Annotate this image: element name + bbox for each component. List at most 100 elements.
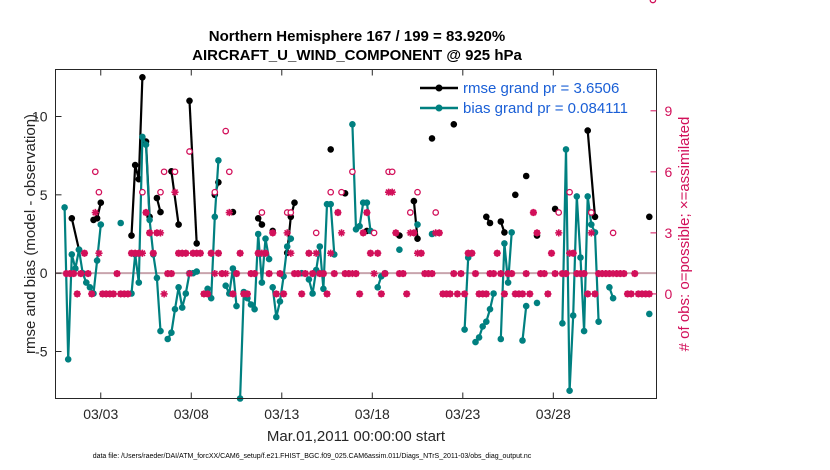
obs-assimilated-marker [537, 269, 545, 278]
obs-assimilated-marker [334, 208, 342, 217]
rmse-point [93, 215, 101, 222]
bias-point [139, 133, 146, 141]
bias-point [309, 290, 316, 297]
obs-assimilated-marker [337, 229, 346, 237]
obs-assimilated-marker [555, 229, 563, 237]
obs-assimilated-marker [254, 249, 262, 257]
obs-assimilated-marker [511, 290, 519, 298]
obs-assimilated-marker [106, 290, 114, 298]
right-y-tick-labels: 0 3 6 9 [665, 103, 673, 302]
obs-possible-marker [258, 209, 266, 216]
rmse-line [130, 77, 144, 236]
bias-point [64, 356, 72, 363]
bias-point [577, 254, 584, 261]
obs-assimilated-marker [366, 249, 375, 257]
rmse-point [139, 74, 146, 81]
obs-assimilated-marker [102, 290, 110, 298]
obs-assimilated-marker [70, 269, 78, 278]
x-tick-label: 03/03 [83, 406, 118, 422]
obs-assimilated-marker [432, 229, 440, 237]
x-tick-label: 03/08 [174, 406, 209, 422]
obs-assimilated-marker [591, 290, 599, 298]
bias-point [258, 279, 266, 286]
rmse-line [188, 100, 198, 244]
obs-assimilated-marker [377, 290, 385, 298]
bias-point [117, 219, 124, 227]
obs-assimilated-marker [461, 290, 469, 298]
obs-possible-marker [91, 168, 99, 176]
rmse-line [70, 218, 81, 250]
obs-assimilated-marker [185, 269, 194, 278]
legend-rmse-label: rmse grand pr = 3.6506 [463, 80, 619, 97]
bias-point [483, 318, 490, 326]
obs-assimilated-marker [638, 290, 646, 298]
obs-possible-marker [171, 168, 179, 176]
obs-possible-marker [139, 188, 146, 196]
rmse-point [97, 199, 105, 206]
bias-point [327, 200, 335, 208]
obs-assimilated-marker [497, 269, 505, 278]
bias-point [646, 310, 653, 318]
bias-point [153, 274, 161, 282]
rmse-line [170, 171, 180, 225]
obs-assimilated-marker [403, 290, 411, 298]
bias-point [305, 276, 313, 283]
bias-point [501, 240, 508, 247]
obs-assimilated-marker [605, 269, 614, 278]
obs-assimilated-marker [526, 290, 534, 298]
obs-assimilated-marker [435, 229, 443, 237]
obs-assimilated-marker [88, 290, 96, 298]
bias-point [533, 299, 541, 307]
plot-frame [55, 69, 657, 399]
bias-point [573, 193, 581, 200]
obs-assimilated-marker [384, 188, 393, 196]
obs-assimilated-marker [294, 269, 302, 278]
obs-assimilated-marker [515, 290, 523, 298]
obs-assimilated-marker [475, 290, 483, 298]
obs-assimilated-marker [327, 249, 335, 257]
bias-point [479, 323, 487, 330]
obs-assimilated-marker [395, 269, 404, 278]
obs-assimilated-marker [645, 290, 653, 298]
obs-assimilated-marker [352, 269, 360, 278]
right-y-tick-label: 3 [665, 225, 673, 241]
bias-line [224, 267, 238, 307]
rmse-point [591, 213, 599, 221]
obs-possible-marker [222, 127, 230, 135]
bias-point [374, 284, 382, 291]
y-tick-label: 10 [32, 109, 48, 125]
obs-assimilated-marker [269, 229, 277, 237]
bias-point [559, 320, 566, 327]
bias-point [135, 279, 143, 286]
obs-assimilated-marker [348, 269, 356, 278]
obs-possible-marker [225, 168, 233, 176]
obs-assimilated-marker [566, 249, 574, 257]
bias-point [588, 221, 595, 228]
rmse-point [254, 215, 262, 222]
bias-point [606, 284, 613, 291]
rmse-point [414, 235, 421, 242]
bias-point [265, 255, 273, 263]
right-y-axis-label: # of obs: o=possible; ×=assimilated [676, 117, 693, 352]
right-y-tick-label: 9 [665, 103, 673, 119]
obs-assimilated-marker [522, 269, 530, 278]
bias-point [486, 305, 494, 313]
obs-assimilated-marker [229, 290, 237, 298]
obs-assimilated-marker [287, 249, 295, 257]
bias-point [178, 304, 186, 311]
obs-assimilated-marker [127, 249, 136, 257]
obs-assimilated-marker [576, 269, 585, 278]
obs-possible-marker [388, 168, 396, 176]
obs-assimilated-marker [283, 229, 291, 237]
obs-assimilated-marker [446, 290, 454, 298]
x-tick-label: 03/18 [355, 406, 390, 422]
obs-assimilated-marker [417, 249, 425, 257]
obs-assimilated-marker [569, 249, 577, 257]
obs-possible-marker [327, 188, 335, 196]
rmse-point [193, 240, 200, 247]
rmse-point [68, 215, 76, 222]
obs-assimilated-marker [316, 269, 324, 278]
obs-possible-marker [338, 188, 345, 196]
legend-bias-label: bias grand pr = 0.084111 [463, 100, 628, 117]
